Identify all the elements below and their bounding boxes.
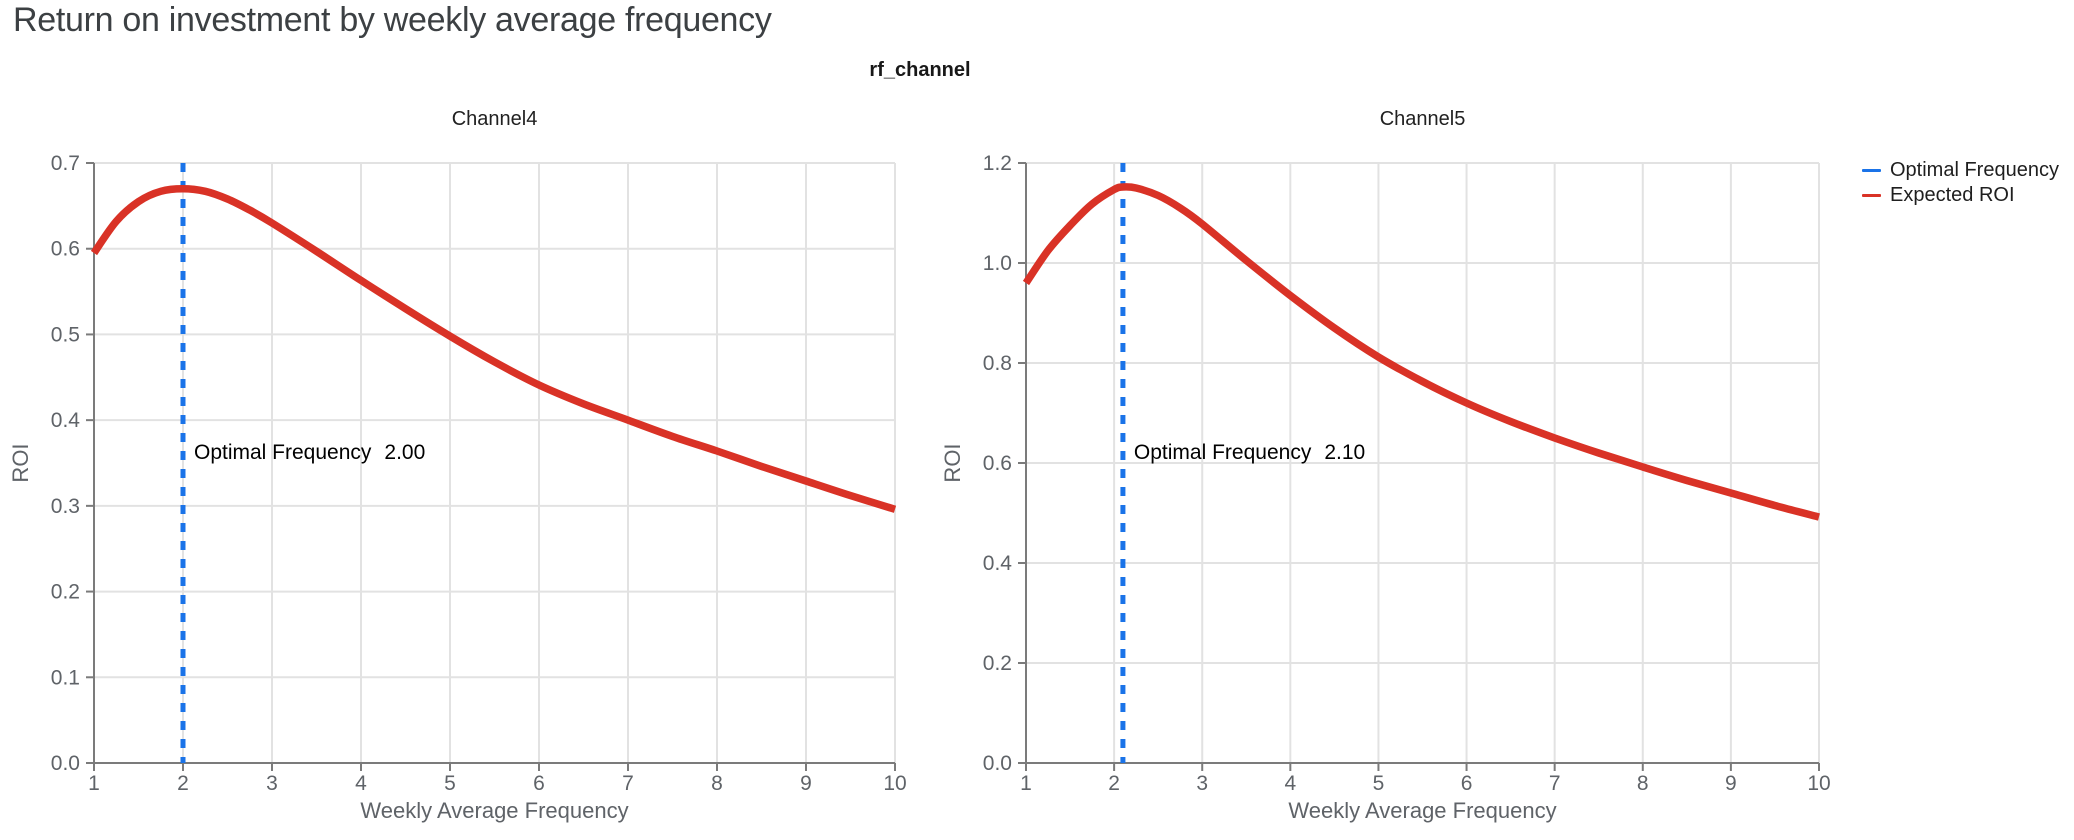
y-tick-label: 0.5 [51,323,80,346]
x-tick-label: 9 [1725,772,1737,795]
y-tick-label: 0.7 [51,152,80,175]
x-tick-label: 3 [1196,772,1208,795]
x-tick-label: 7 [1549,772,1561,795]
x-axis-title: Weekly Average Frequency [360,798,628,823]
subplot-title: Channel4 [452,108,538,130]
x-tick-label: 4 [1284,772,1296,795]
y-axis-title: ROI [940,443,965,482]
legend-item-optimal-frequency: Optimal Frequency [1862,159,2059,181]
x-tick-label: 6 [1461,772,1473,795]
annotation-value: 2.00 [384,441,425,464]
legend: Optimal Frequency Expected ROI [1862,159,2059,206]
optimal-frequency-line-swatch-icon [1862,168,1881,173]
legend-label: Expected ROI [1890,184,2015,206]
legend-item-expected-roi: Expected ROI [1862,184,2059,206]
y-tick-label: 0.2 [51,581,80,604]
y-tick-label: 0.6 [983,452,1012,475]
x-tick-label: 2 [1108,772,1120,795]
x-tick-label: 3 [266,772,278,795]
facet-title: rf_channel [869,59,971,81]
page-title: Return on investment by weekly average f… [13,1,772,39]
y-tick-label: 0.3 [51,495,80,518]
y-tick-label: 0.1 [51,666,80,689]
x-tick-label: 7 [622,772,634,795]
x-tick-label: 1 [1020,772,1032,795]
x-tick-label: 6 [533,772,545,795]
y-tick-label: 1.0 [983,252,1012,275]
x-tick-label: 8 [711,772,723,795]
legend-label: Optimal Frequency [1890,159,2059,181]
annotation-value: 2.10 [1324,441,1365,464]
y-tick-label: 1.2 [983,152,1012,175]
expected-roi-line-swatch-icon [1862,193,1881,198]
y-axis-title: ROI [8,443,33,482]
x-tick-label: 10 [883,772,906,795]
y-tick-label: 0.6 [51,238,80,261]
x-tick-label: 2 [177,772,189,795]
x-tick-label: 10 [1807,772,1830,795]
y-tick-label: 0.4 [983,552,1013,575]
x-tick-label: 5 [1373,772,1385,795]
x-tick-label: 5 [444,772,456,795]
x-tick-label: 4 [355,772,367,795]
expected-roi-line [90,184,897,513]
y-tick-label: 0.4 [51,409,81,432]
y-tick-label: 0.2 [983,652,1012,675]
x-axis-title: Weekly Average Frequency [1288,798,1556,823]
annotation-label: Optimal Frequency [194,441,372,464]
x-tick-label: 8 [1637,772,1649,795]
y-tick-label: 0.0 [983,752,1012,775]
annotation-label: Optimal Frequency [1134,441,1312,464]
optimal-frequency-annotation: Optimal Frequency 2.10 [1134,441,1365,464]
x-tick-label: 9 [800,772,812,795]
x-tick-label: 1 [88,772,100,795]
y-tick-label: 0.0 [51,752,80,775]
subplot-title: Channel5 [1380,108,1466,130]
optimal-frequency-annotation: Optimal Frequency 2.00 [194,441,425,464]
y-tick-label: 0.8 [983,352,1012,375]
expected-roi-line [1022,183,1820,521]
